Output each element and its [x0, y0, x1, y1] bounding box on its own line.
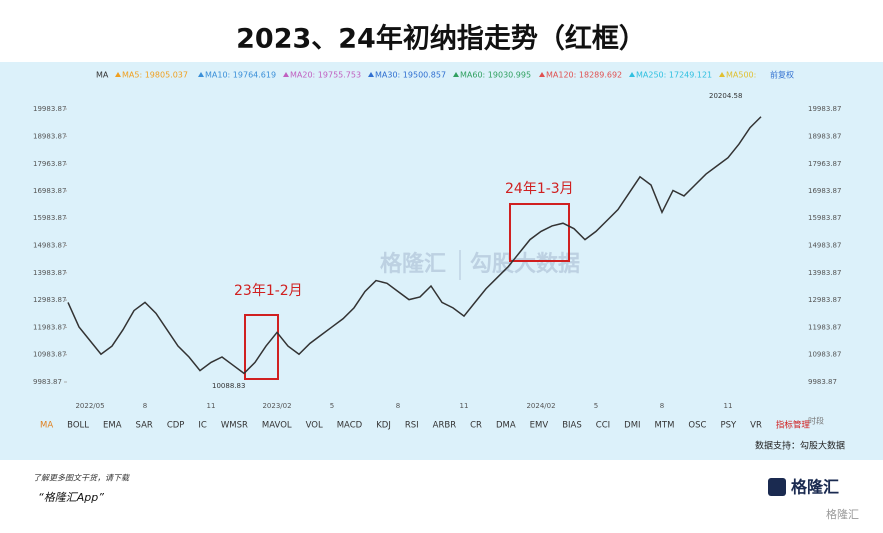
y-tick-label: 13983.87	[33, 269, 66, 277]
indicator-tab[interactable]: EMA	[103, 421, 122, 431]
x-tick-label: 8	[396, 402, 400, 410]
y-tick-label-right: 10983.87	[808, 351, 841, 359]
indicator-tab[interactable]: EMV	[530, 421, 549, 431]
footer-text: 了解更多图文干货，请下载	[33, 474, 130, 483]
y-tick-label: 18983.87	[33, 132, 66, 140]
x-tick-label: 11	[207, 402, 216, 410]
title: 2023、24年初纳指走势（红框）	[236, 23, 646, 55]
indicator-tab[interactable]: MACD	[337, 421, 363, 431]
x-tick-label: 11	[724, 402, 733, 410]
corner-logo: 格隆汇	[826, 507, 859, 521]
ma-label: MA10: 19764.619	[205, 71, 276, 80]
x-tick-label: 5	[330, 402, 334, 410]
ma-marker	[453, 72, 459, 77]
y-tick-label-right: 11983.87	[808, 323, 841, 331]
x-tick-label: 8	[143, 402, 147, 410]
x-tick-label: 11	[460, 402, 469, 410]
indicator-tab[interactable]: VR	[750, 421, 762, 431]
x-tick-label: 2024/02	[526, 402, 555, 410]
indicator-tab[interactable]: RSI	[405, 421, 419, 431]
indicator-tab[interactable]: MTM	[655, 421, 675, 431]
chart-background	[0, 62, 883, 460]
ma-marker	[719, 72, 725, 77]
ma-marker	[283, 72, 289, 77]
y-tick-label-right: 18983.87	[808, 132, 841, 140]
ma-label: MA5: 19805.037	[122, 71, 188, 80]
low-label: 10088.83	[212, 382, 245, 390]
y-tick-label-right: 15983.87	[808, 214, 841, 222]
ma-label: MA30: 19500.857	[375, 71, 446, 80]
ma-marker	[198, 72, 204, 77]
x-tick-label: 2023/02	[262, 402, 291, 410]
y-tick-label: 10983.87	[33, 351, 66, 359]
watermark: 格隆汇	[380, 251, 446, 277]
indicator-tab[interactable]: CR	[470, 421, 482, 431]
y-tick-label-right: 16983.87	[808, 187, 841, 195]
highlight-box	[244, 314, 279, 380]
logo-icon	[768, 478, 786, 496]
indicator-tab[interactable]: 指标管理	[776, 420, 811, 431]
ma-label: MA60: 19030.995	[460, 71, 531, 80]
x-tick-label: 2022/05	[75, 402, 104, 410]
indicator-tab[interactable]: IC	[198, 421, 207, 431]
indicator-tab[interactable]: SAR	[136, 421, 153, 431]
annotation: 24年1-3月	[505, 181, 574, 197]
watermark: 勾股大数据	[470, 251, 580, 277]
y-tick-label: 14983.87	[33, 242, 66, 250]
ma-label: MA500:	[726, 71, 756, 80]
ma-marker	[115, 72, 121, 77]
ma-marker	[629, 72, 635, 77]
ma-label: MA120: 18289.692	[546, 71, 622, 80]
y-tick-label: 15983.87	[33, 214, 66, 222]
y-tick-label-right: 9983.87	[808, 378, 837, 386]
ma-marker	[539, 72, 545, 77]
indicator-tab[interactable]: KDJ	[376, 421, 391, 431]
indicator-tab[interactable]: BIAS	[562, 421, 582, 431]
y-tick-label-right: 12983.87	[808, 296, 841, 304]
high-label: 20204.58	[709, 92, 742, 100]
indicator-tab[interactable]: VOL	[306, 421, 323, 431]
y-tick-label: 19983.87	[33, 105, 66, 113]
indicator-tab[interactable]: BOLL	[67, 421, 89, 431]
time-label: 时段	[808, 416, 824, 426]
indicator-tab[interactable]: DMA	[496, 421, 516, 431]
annotation: 23年1-2月	[234, 283, 303, 299]
indicator-tab[interactable]: OSC	[688, 421, 706, 431]
adjust-button[interactable]: 前复权	[770, 70, 794, 80]
indicator-tab[interactable]: MA	[40, 421, 53, 431]
ma-label: MA250: 17249.121	[636, 71, 712, 80]
x-tick-label: 8	[660, 402, 664, 410]
logo: 格隆汇	[791, 478, 839, 497]
y-tick-label: 9983.87	[33, 378, 62, 386]
y-tick-label-right: 17963.87	[808, 160, 841, 168]
indicator-name: MA	[96, 71, 109, 80]
ma-label: MA20: 19755.753	[290, 71, 361, 80]
y-tick-label-right: 13983.87	[808, 269, 841, 277]
y-tick-label-right: 14983.87	[808, 242, 841, 250]
price-line	[67, 116, 762, 375]
indicator-tab[interactable]: MAVOL	[262, 421, 292, 431]
y-tick-label: 17963.87	[33, 160, 66, 168]
highlight-box	[509, 203, 570, 262]
y-tick-label: 11983.87	[33, 323, 66, 331]
indicator-tab[interactable]: CDP	[167, 421, 185, 431]
y-tick-label: 16983.87	[33, 187, 66, 195]
y-tick-label-right: 19983.87	[808, 105, 841, 113]
footer-app: “格隆汇App”	[38, 491, 104, 504]
source: 数据支持：勾股大数据	[755, 440, 845, 452]
indicator-tab[interactable]: CCI	[596, 421, 610, 431]
indicator-tab[interactable]: ARBR	[433, 421, 457, 431]
indicator-tab[interactable]: PSY	[720, 421, 737, 431]
indicator-tab[interactable]: DMI	[624, 421, 640, 431]
x-tick-label: 5	[594, 402, 598, 410]
y-tick-label: 12983.87	[33, 296, 66, 304]
indicator-tab[interactable]: WMSR	[221, 421, 248, 431]
ma-marker	[368, 72, 374, 77]
